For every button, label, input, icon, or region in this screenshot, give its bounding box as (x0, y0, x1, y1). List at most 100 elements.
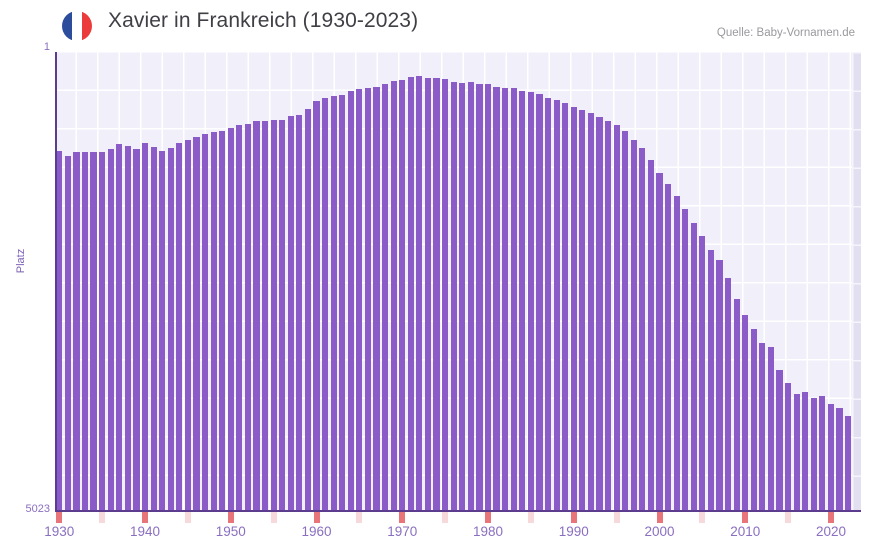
x-axis-tick-major (56, 512, 63, 523)
bar (124, 146, 131, 511)
x-axis-tick-label: 1990 (558, 524, 589, 539)
bar (253, 121, 260, 511)
bar (382, 83, 389, 511)
bar (150, 146, 157, 511)
bar (107, 148, 114, 511)
bar (656, 172, 663, 511)
bar (630, 139, 637, 511)
bar (167, 147, 174, 511)
bar (510, 88, 517, 511)
bar (304, 108, 312, 511)
x-axis-tick-minor (270, 512, 277, 523)
bar (484, 83, 492, 511)
x-axis-line (55, 510, 861, 512)
bar (742, 315, 749, 511)
bar (339, 94, 346, 511)
bar (442, 79, 449, 511)
x-axis-labels: 1930 1940 1950 1960 1970 1980 1990 2000 2010 2020 (0, 524, 873, 548)
x-axis-tick-label: 2000 (644, 524, 675, 539)
y-axis-title: Platz (15, 248, 27, 274)
bar (647, 159, 654, 511)
x-axis-tick-label: 1980 (472, 524, 504, 539)
bar (845, 415, 852, 511)
plot-area (55, 52, 861, 511)
bar (373, 86, 380, 511)
bar (836, 408, 843, 511)
x-axis-tick-minor (356, 512, 363, 523)
bar (750, 328, 757, 511)
bar (56, 150, 63, 511)
bar (613, 125, 620, 511)
bar (176, 143, 183, 511)
bar (227, 127, 234, 511)
x-axis-tick-major (742, 512, 749, 523)
bar (793, 393, 800, 511)
bar (493, 86, 500, 511)
x-axis-tick-major (827, 512, 834, 523)
bar (193, 136, 200, 511)
bar (776, 369, 783, 511)
bar (587, 113, 594, 511)
x-axis-tick-label: 1930 (44, 524, 75, 539)
bar (544, 97, 552, 511)
bar (759, 342, 766, 511)
bar (296, 114, 303, 511)
bar (536, 93, 543, 511)
bar (133, 148, 140, 511)
bar (622, 131, 629, 511)
x-axis-tick-minor (527, 512, 534, 523)
bar (725, 277, 732, 511)
bar (407, 76, 414, 511)
bar (570, 106, 577, 511)
bar (399, 80, 406, 511)
bar (244, 124, 251, 511)
bar (159, 150, 166, 511)
bar (502, 87, 509, 511)
x-axis-tick-label: 1970 (387, 524, 418, 539)
x-axis-tick-label: 2010 (730, 524, 761, 539)
bar (356, 89, 363, 511)
bar (433, 78, 440, 511)
bar (639, 147, 646, 511)
bar (184, 139, 191, 511)
bar (210, 132, 217, 511)
bar (562, 103, 569, 511)
x-axis-ticks (55, 512, 861, 524)
bar (347, 91, 354, 511)
bar (467, 82, 474, 511)
bar (785, 382, 792, 511)
bar (364, 88, 372, 511)
bar (664, 183, 672, 511)
bar (827, 403, 835, 511)
bar (459, 82, 466, 511)
bar (767, 347, 775, 511)
x-axis-tick-major (227, 512, 234, 523)
x-axis-tick-minor (613, 512, 620, 523)
bar (802, 391, 809, 511)
x-axis-tick-major (313, 512, 320, 523)
no-data-region (852, 52, 861, 511)
bar (116, 144, 123, 511)
bar (596, 116, 603, 511)
bar (476, 83, 483, 511)
bar (416, 76, 423, 511)
bar (322, 97, 329, 511)
bar (604, 121, 612, 511)
bar (261, 121, 269, 511)
bar (330, 95, 337, 511)
bar (64, 156, 71, 511)
bar (81, 152, 89, 511)
bar-series (55, 52, 861, 511)
bar (99, 151, 106, 511)
bar (390, 81, 397, 511)
bar (733, 298, 740, 511)
x-axis-tick-minor (785, 512, 792, 523)
bar (236, 125, 243, 511)
x-axis-tick-minor (442, 512, 449, 523)
bar (716, 260, 723, 511)
bar (450, 82, 457, 511)
bar (279, 120, 286, 511)
bar (73, 151, 80, 511)
x-axis-tick-minor (184, 512, 191, 523)
y-axis-top-tick-label: 1 (43, 41, 50, 53)
